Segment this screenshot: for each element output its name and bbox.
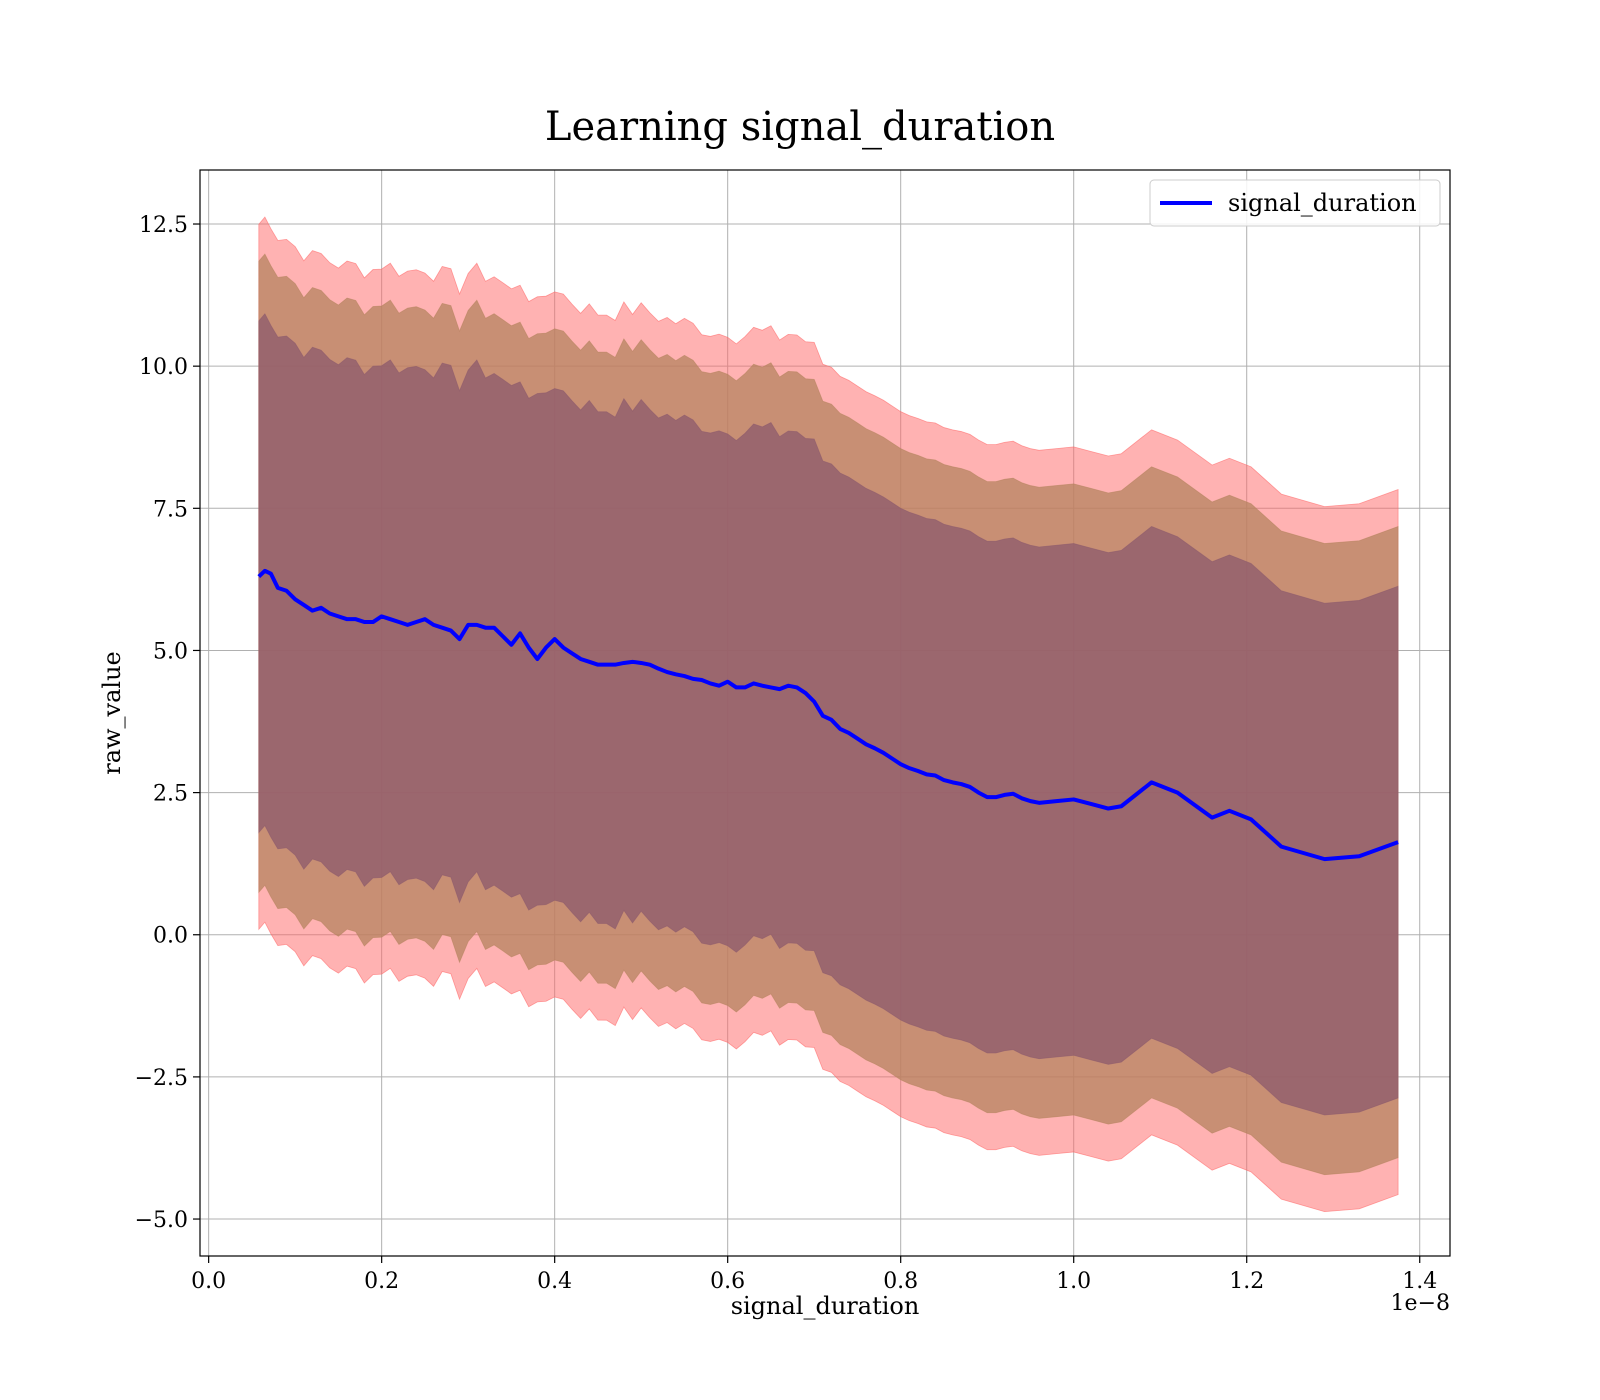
y-axis-label: raw_value	[98, 651, 126, 775]
band-2	[258, 313, 1399, 1116]
x-axis-multiplier: 1e−8	[1391, 1291, 1450, 1316]
legend-box	[1149, 179, 1441, 227]
y-tick-label: 5.0	[153, 639, 188, 664]
x-axis-label: signal_duration	[731, 1292, 920, 1320]
legend-entry-label: signal_duration	[1228, 189, 1417, 217]
chart-title: Learning signal_duration	[545, 104, 1055, 150]
legend: signal_duration	[1149, 179, 1441, 227]
y-tick-label: 0.0	[153, 924, 188, 949]
x-axis-ticks: 0.0 0.2 0.4 0.6 0.8 1.0 1.2 1.4	[191, 1256, 1437, 1294]
series-line-signal-duration	[257, 568, 1399, 862]
x-tick-label: 0.0	[191, 1269, 226, 1294]
x-tick-label: 0.6	[710, 1269, 745, 1294]
x-tick-label: 1.4	[1402, 1269, 1437, 1294]
confidence-bands	[258, 216, 1399, 1213]
x-tick-label: 0.4	[537, 1269, 572, 1294]
y-tick-label: 10.0	[139, 355, 188, 380]
y-tick-label: 12.5	[139, 213, 188, 238]
series-lines	[257, 568, 1399, 862]
x-tick-label: 0.8	[883, 1269, 918, 1294]
x-tick-label: 1.2	[1229, 1269, 1264, 1294]
y-tick-label: 7.5	[153, 497, 188, 522]
plot-frame	[199, 169, 1451, 1257]
y-tick-label: −5.0	[135, 1208, 188, 1233]
y-tick-label: −2.5	[135, 1066, 188, 1091]
x-tick-label: 1.0	[1056, 1269, 1091, 1294]
y-axis-ticks: −5.0 −2.5 0.0 2.5 5.0 7.5 10.0 12.5	[135, 213, 200, 1233]
x-tick-label: 0.2	[364, 1269, 399, 1294]
y-tick-label: 2.5	[153, 782, 188, 807]
